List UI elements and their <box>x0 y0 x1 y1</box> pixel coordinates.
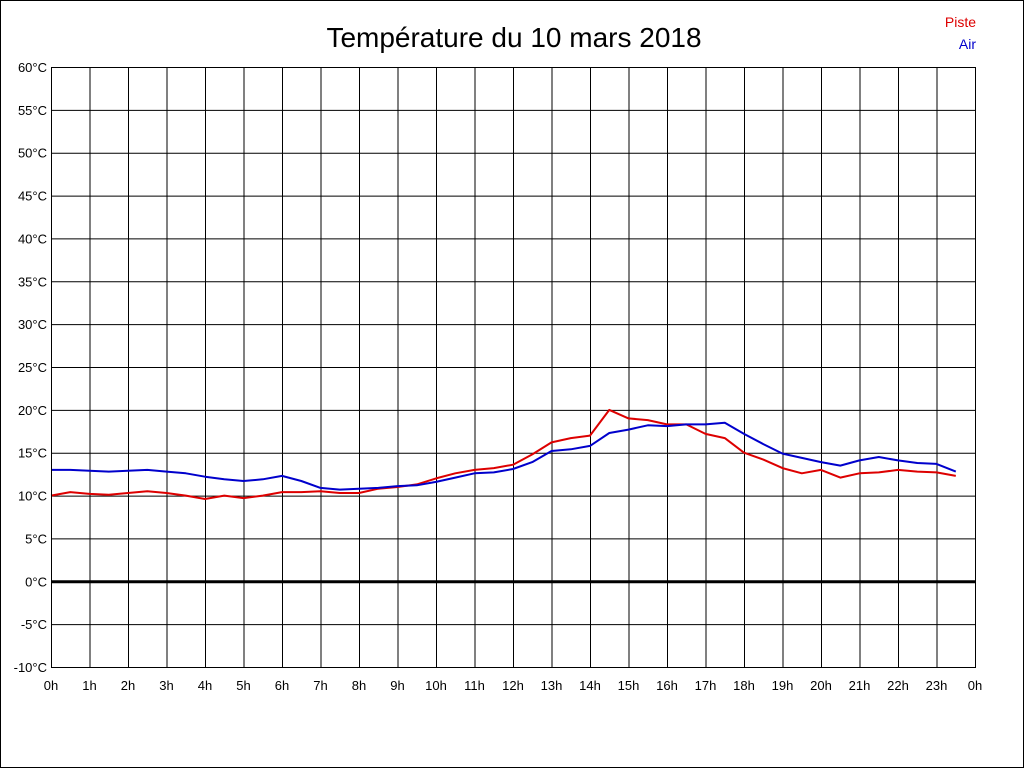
chart-title: Température du 10 mars 2018 <box>326 22 701 53</box>
x-tick-label: 19h <box>772 678 794 693</box>
y-tick-label: 40°C <box>18 231 47 246</box>
x-tick-label: 0h <box>968 678 982 693</box>
series-line-piste <box>50 408 956 500</box>
grid <box>51 67 976 668</box>
x-tick-label: 2h <box>121 678 135 693</box>
x-tick-label: 12h <box>502 678 524 693</box>
x-tick-label: 14h <box>579 678 601 693</box>
legend-entry-piste: Piste <box>945 14 976 30</box>
x-tick-label: 4h <box>198 678 212 693</box>
x-tick-label: 5h <box>236 678 250 693</box>
x-tick-label: 9h <box>390 678 404 693</box>
x-tick-label: 8h <box>352 678 366 693</box>
x-tick-label: 3h <box>159 678 173 693</box>
y-tick-label: -10°C <box>14 660 47 675</box>
x-tick-label: 10h <box>425 678 447 693</box>
x-tick-label: 21h <box>849 678 871 693</box>
y-axis-tick-labels: -10°C -5°C 0°C 5°C 10°C 15°C 20°C 25°C 30°C 35°C 4… <box>14 60 47 675</box>
x-tick-label: 0h <box>44 678 58 693</box>
y-tick-label: 10°C <box>18 489 47 504</box>
plot-border <box>51 67 976 668</box>
legend: Piste Air <box>945 14 976 52</box>
x-tick-label: 23h <box>926 678 948 693</box>
y-tick-label: 55°C <box>18 103 47 118</box>
x-tick-label: 22h <box>887 678 909 693</box>
x-tick-label: 20h <box>810 678 832 693</box>
y-tick-label: 5°C <box>25 531 47 546</box>
y-tick-label: 45°C <box>18 189 47 204</box>
y-tick-label: -5°C <box>21 617 47 632</box>
y-tick-label: 60°C <box>18 60 47 75</box>
x-tick-label: 16h <box>656 678 678 693</box>
series-line-air <box>51 421 957 491</box>
series-group <box>50 408 957 500</box>
x-tick-label: 15h <box>618 678 640 693</box>
x-tick-label: 1h <box>82 678 96 693</box>
x-axis-tick-labels: 0h 1h 2h 3h 4h 5h 6h 7h 8h 9h 10h 11h 12h 13h 14h 15h 16… <box>44 678 982 693</box>
legend-entry-air: Air <box>959 36 976 52</box>
y-tick-label: 0°C <box>25 574 47 589</box>
y-tick-label: 15°C <box>18 446 47 461</box>
x-tick-label: 7h <box>313 678 327 693</box>
y-tick-label: 30°C <box>18 317 47 332</box>
x-tick-label: 11h <box>464 678 485 693</box>
y-tick-label: 50°C <box>18 146 47 161</box>
y-tick-label: 35°C <box>18 274 47 289</box>
x-tick-label: 6h <box>275 678 289 693</box>
y-tick-label: 20°C <box>18 403 47 418</box>
x-tick-label: 17h <box>695 678 717 693</box>
y-tick-label: 25°C <box>18 360 47 375</box>
x-tick-label: 13h <box>541 678 563 693</box>
x-tick-label: 18h <box>733 678 755 693</box>
